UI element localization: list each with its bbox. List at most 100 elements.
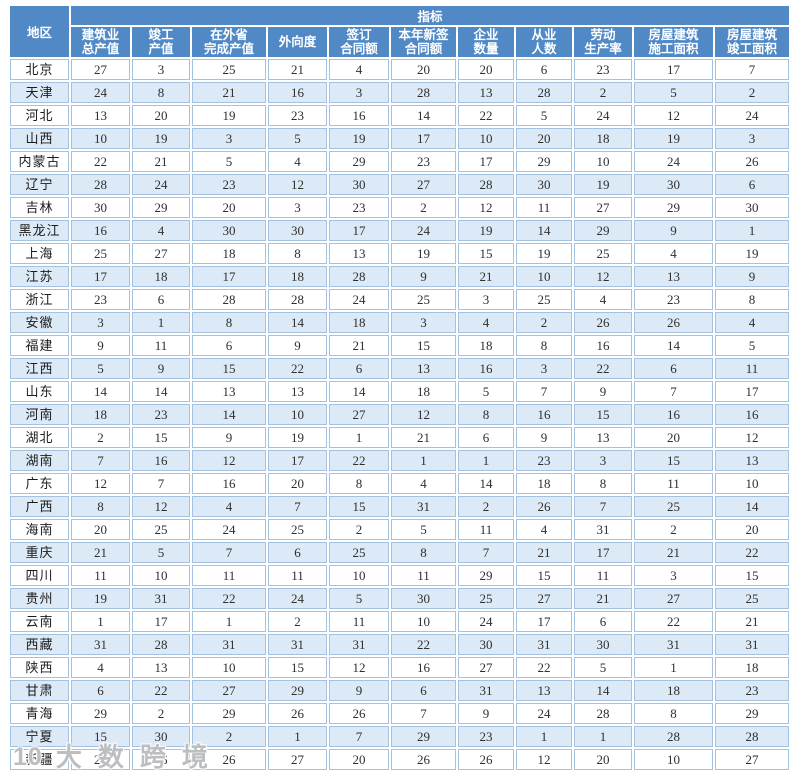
value-cell: 30: [268, 220, 327, 241]
value-cell: 7: [574, 496, 632, 517]
value-cell: 16: [132, 450, 190, 471]
value-cell: 24: [516, 703, 572, 724]
value-cell: 28: [71, 174, 130, 195]
value-cell: 12: [268, 174, 327, 195]
value-cell: 27: [329, 404, 389, 425]
value-cell: 18: [268, 266, 327, 287]
value-cell: 2: [329, 519, 389, 540]
table-header: 地区 指标 建筑业 总产值 竣工 产值 在外省 完成产值 外向度 签订 合同额 本年新签 …: [10, 6, 790, 57]
value-cell: 11: [71, 565, 130, 586]
value-cell: 10: [71, 128, 130, 149]
value-cell: 2: [516, 312, 572, 333]
value-cell: 6: [391, 680, 456, 701]
value-cell: 28: [132, 634, 190, 655]
region-cell: 四川: [10, 565, 69, 586]
value-cell: 13: [715, 450, 790, 471]
value-cell: 11: [132, 335, 190, 356]
value-cell: 5: [192, 151, 266, 172]
value-cell: 15: [634, 450, 713, 471]
value-cell: 8: [329, 473, 389, 494]
value-cell: 15: [268, 657, 327, 678]
value-cell: 21: [516, 542, 572, 563]
region-cell: 甘肃: [10, 680, 69, 701]
value-cell: 25: [71, 243, 130, 264]
value-cell: 13: [634, 266, 713, 287]
value-cell: 2: [71, 427, 130, 448]
value-cell: 7: [516, 381, 572, 402]
value-cell: 26: [458, 749, 514, 770]
value-cell: 10: [634, 749, 713, 770]
value-cell: 28: [192, 289, 266, 310]
column-header-4: 外向度: [268, 27, 327, 57]
value-cell: 29: [391, 726, 456, 747]
table-row: 上海 25 27 18 8 13 19 15 19 25 4 19: [10, 243, 790, 264]
table-row: 河南 18 23 14 10 27 12 8 16 15 16 16: [10, 404, 790, 425]
value-cell: 22: [715, 542, 790, 563]
value-cell: 29: [192, 703, 266, 724]
value-cell: 1: [192, 611, 266, 632]
value-cell: 31: [391, 496, 456, 517]
value-cell: 9: [132, 358, 190, 379]
value-cell: 23: [574, 59, 632, 80]
region-cell: 云南: [10, 611, 69, 632]
value-cell: 11: [329, 611, 389, 632]
table-row: 海南 20 25 24 25 2 5 11 4 31 2 20: [10, 519, 790, 540]
value-cell: 18: [132, 266, 190, 287]
region-cell: 辽宁: [10, 174, 69, 195]
value-cell: 16: [574, 335, 632, 356]
table-row: 内蒙古 22 21 5 4 29 23 17 29 10 24 26: [10, 151, 790, 172]
value-cell: 22: [268, 358, 327, 379]
value-cell: 15: [391, 335, 456, 356]
value-cell: 27: [132, 243, 190, 264]
value-cell: 14: [715, 496, 790, 517]
column-header-2: 竣工 产值: [132, 27, 190, 57]
value-cell: 9: [634, 220, 713, 241]
value-cell: 13: [574, 427, 632, 448]
value-cell: 24: [458, 611, 514, 632]
value-cell: 31: [329, 634, 389, 655]
value-cell: 12: [574, 266, 632, 287]
value-cell: 13: [71, 105, 130, 126]
value-cell: 6: [71, 680, 130, 701]
value-cell: 8: [391, 542, 456, 563]
value-cell: 21: [715, 611, 790, 632]
value-cell: 9: [268, 335, 327, 356]
value-cell: 10: [458, 128, 514, 149]
value-cell: 20: [132, 105, 190, 126]
value-cell: 3: [192, 128, 266, 149]
value-cell: 4: [715, 312, 790, 333]
value-cell: 31: [574, 519, 632, 540]
value-cell: 19: [715, 243, 790, 264]
column-header-5: 签订 合同额: [329, 27, 389, 57]
value-cell: 25: [715, 588, 790, 609]
value-cell: 20: [71, 519, 130, 540]
column-header-11: 房屋建筑 竣工面积: [715, 27, 790, 57]
value-cell: 7: [71, 450, 130, 471]
value-cell: 1: [132, 312, 190, 333]
value-cell: 22: [391, 634, 456, 655]
region-cell: 重庆: [10, 542, 69, 563]
value-cell: 24: [329, 289, 389, 310]
table-row: 天津 24 8 21 16 3 28 13 28 2 5 2: [10, 82, 790, 103]
value-cell: 17: [71, 266, 130, 287]
value-cell: 1: [634, 657, 713, 678]
value-cell: 12: [132, 496, 190, 517]
value-cell: 14: [391, 105, 456, 126]
value-cell: 19: [268, 427, 327, 448]
region-cell: 内蒙古: [10, 151, 69, 172]
value-cell: 10: [516, 266, 572, 287]
region-cell: 青海: [10, 703, 69, 724]
value-cell: 26: [268, 703, 327, 724]
value-cell: 12: [634, 105, 713, 126]
value-cell: 26: [132, 749, 190, 770]
column-header-8: 从业 人数: [516, 27, 572, 57]
value-cell: 17: [634, 59, 713, 80]
value-cell: 30: [574, 634, 632, 655]
value-cell: 18: [574, 128, 632, 149]
value-cell: 28: [516, 82, 572, 103]
value-cell: 29: [634, 197, 713, 218]
value-cell: 7: [329, 726, 389, 747]
value-cell: 8: [458, 404, 514, 425]
value-cell: 20: [634, 427, 713, 448]
value-cell: 10: [132, 565, 190, 586]
